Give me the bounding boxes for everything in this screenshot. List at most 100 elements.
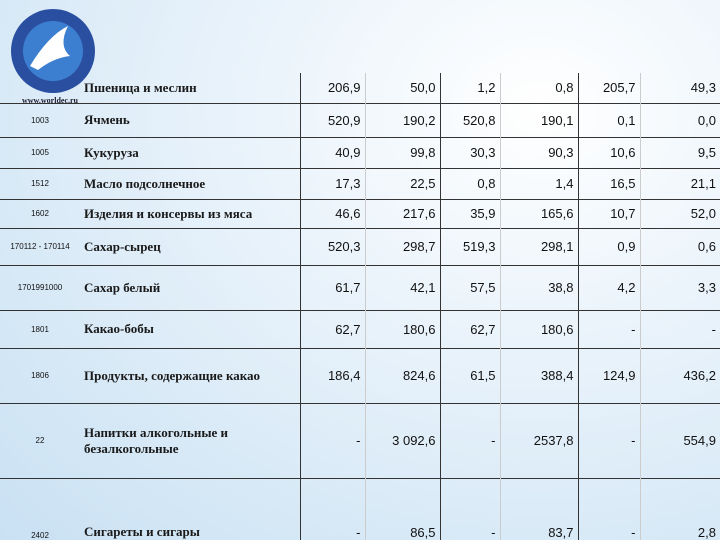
code-cell: 2402 <box>0 477 80 540</box>
num-cell: 205,7 <box>577 73 640 103</box>
name-cell: Какао-бобы <box>80 309 300 348</box>
data-table: Пшеница и меслин 206,9 50,0 1,2 0,8 205,7 49,3… <box>0 73 720 540</box>
num-cell: 2537,8 <box>499 402 578 478</box>
table-row: 170112 - 170114 Сахар-сырец 520,3 298,7 519,… <box>0 227 720 265</box>
logo-url: www.worldec.ru <box>22 96 78 105</box>
table-row: 1512 Масло подсолнечное 17,3 22,5 0,8 1,4 16,5… <box>0 167 720 199</box>
num-cell: 0,8 <box>439 167 500 199</box>
code-cell: 1801 <box>0 309 80 348</box>
name-cell: Кукуруза <box>80 136 300 168</box>
num-cell: 824,6 <box>364 347 440 403</box>
num-cell: 86,5 <box>364 477 440 540</box>
num-cell: 17,3 <box>299 167 365 199</box>
num-cell: 186,4 <box>299 347 365 403</box>
num-cell: 35,9 <box>439 198 500 228</box>
name-cell: Напитки алкогольные и безалкогольные <box>80 402 300 478</box>
table-row: 22 Напитки алкогольные и безалкогольные -3… <box>0 402 720 478</box>
num-cell: 388,4 <box>499 347 578 403</box>
num-cell: - <box>439 477 500 540</box>
num-cell: 21,1 <box>639 167 720 199</box>
num-cell: 217,6 <box>364 198 440 228</box>
num-cell: 4,2 <box>577 264 640 310</box>
num-cell: 49,3 <box>639 73 720 103</box>
num-cell: 1,4 <box>499 167 578 199</box>
num-cell: 3,3 <box>639 264 720 310</box>
num-cell: 520,9 <box>299 102 365 137</box>
num-cell: 180,6 <box>499 309 578 348</box>
num-cell: 83,7 <box>499 477 578 540</box>
code-cell: 1005 <box>0 136 80 168</box>
name-cell: Ячмень <box>80 102 300 137</box>
table-row: 1806 Продукты, содержащие какао 186,4 824,6… <box>0 347 720 403</box>
num-cell: 40,9 <box>299 136 365 168</box>
num-cell: 46,6 <box>299 198 365 228</box>
num-cell: 190,1 <box>499 102 578 137</box>
num-cell: 520,3 <box>299 227 365 265</box>
num-cell: - <box>639 309 720 348</box>
name-cell: Изделия и консервы из мяса <box>80 198 300 228</box>
num-cell: 190,2 <box>364 102 440 137</box>
name-cell: Масло подсолнечное <box>80 167 300 199</box>
num-cell: 3 092,6 <box>364 402 440 478</box>
num-cell: 22,5 <box>364 167 440 199</box>
num-cell: 50,0 <box>364 73 440 103</box>
table-row: Пшеница и меслин 206,9 50,0 1,2 0,8 205,7 49,3 <box>0 73 720 103</box>
num-cell: 206,9 <box>299 73 365 103</box>
name-cell: Сигареты и сигары <box>80 477 300 540</box>
num-cell: 38,8 <box>499 264 578 310</box>
num-cell: 42,1 <box>364 264 440 310</box>
num-cell: 61,7 <box>299 264 365 310</box>
name-cell: Продукты, содержащие какао <box>80 347 300 403</box>
code-cell: 1512 <box>0 167 80 199</box>
table-row: 1701991000 Сахар белый 61,7 42,1 57,5 38,8 4,2… <box>0 264 720 310</box>
num-cell: 62,7 <box>299 309 365 348</box>
num-cell: 298,7 <box>364 227 440 265</box>
num-cell: 0,9 <box>577 227 640 265</box>
num-cell: 0,6 <box>639 227 720 265</box>
code-cell: 1003 <box>0 102 80 137</box>
num-cell: 10,6 <box>577 136 640 168</box>
num-cell: 520,8 <box>439 102 500 137</box>
table-row: 1602 Изделия и консервы из мяса 46,6 217,6 3… <box>0 198 720 228</box>
logo <box>11 9 95 93</box>
code-cell: 22 <box>0 402 80 478</box>
num-cell: - <box>299 402 365 478</box>
code-cell: 1602 <box>0 198 80 228</box>
num-cell: 124,9 <box>577 347 640 403</box>
num-cell: - <box>577 477 640 540</box>
num-cell: - <box>577 402 640 478</box>
num-cell: - <box>299 477 365 540</box>
num-cell: 0,8 <box>499 73 578 103</box>
num-cell: - <box>577 309 640 348</box>
table-row: 1003 Ячмень 520,9 190,2 520,8 190,1 0,1 0,0 <box>0 102 720 137</box>
num-cell: 90,3 <box>499 136 578 168</box>
num-cell: 10,7 <box>577 198 640 228</box>
num-cell: 180,6 <box>364 309 440 348</box>
num-cell: 61,5 <box>439 347 500 403</box>
name-cell: Пшеница и меслин <box>84 79 197 95</box>
num-cell: 165,6 <box>499 198 578 228</box>
num-cell: 30,3 <box>439 136 500 168</box>
num-cell: 99,8 <box>364 136 440 168</box>
num-cell: 0,0 <box>639 102 720 137</box>
table-row: 2402 Сигареты и сигары -86,5-83,7-2,8 <box>0 477 720 540</box>
num-cell: 436,2 <box>639 347 720 403</box>
table-row: 1801 Какао-бобы 62,7 180,6 62,7 180,6- - <box>0 309 720 348</box>
name-cell: Сахар-сырец <box>80 227 300 265</box>
num-cell: - <box>439 402 500 478</box>
num-cell: 2,8 <box>639 477 720 540</box>
num-cell: 1,2 <box>439 73 500 103</box>
num-cell: 16,5 <box>577 167 640 199</box>
num-cell: 57,5 <box>439 264 500 310</box>
num-cell: 62,7 <box>439 309 500 348</box>
table-row: 1005 Кукуруза 40,9 99,8 30,3 90,3 10,6 9,5 <box>0 136 720 168</box>
num-cell: 554,9 <box>639 402 720 478</box>
name-cell: Сахар белый <box>80 264 300 310</box>
num-cell: 9,5 <box>639 136 720 168</box>
num-cell: 519,3 <box>439 227 500 265</box>
num-cell: 52,0 <box>639 198 720 228</box>
code-cell <box>0 73 80 103</box>
code-cell: 1806 <box>0 347 80 403</box>
num-cell: 0,1 <box>577 102 640 137</box>
